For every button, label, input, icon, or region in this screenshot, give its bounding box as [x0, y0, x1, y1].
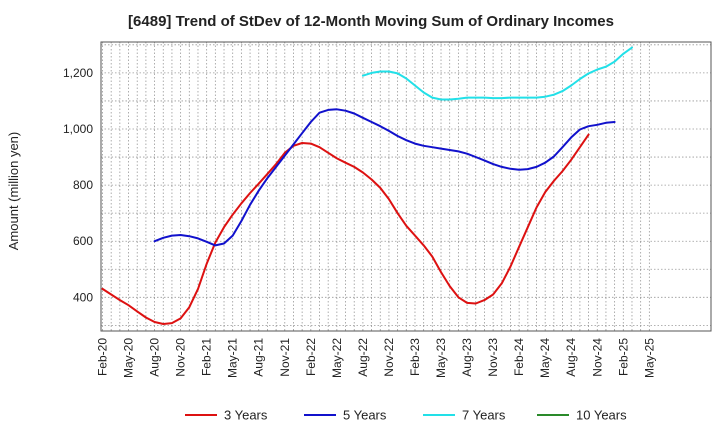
x-tick-label: Nov-21 [278, 338, 292, 377]
y-tick-label: 400 [73, 290, 93, 304]
series-lines [101, 46, 633, 325]
y-tick-label: 1,200 [63, 66, 93, 80]
x-tick-label: Aug-23 [460, 338, 474, 377]
x-tick-label: Nov-22 [382, 338, 396, 377]
y-tick-labels: 400 600 800 1,000 1,200 [63, 66, 93, 304]
x-tick-labels: Feb-20 May-20 Aug-20 Nov-20 Feb-21 May-21 Aug-… [96, 338, 657, 378]
legend-item: 3 Years [185, 408, 268, 423]
x-tick-label: Feb-23 [408, 338, 422, 376]
legend-label: 5 Years [343, 408, 387, 423]
x-tick-label: Nov-20 [174, 338, 188, 377]
x-tick-label: Feb-20 [96, 338, 110, 376]
x-tick-label: Feb-22 [304, 338, 318, 376]
x-tick-label: Aug-21 [252, 338, 266, 377]
y-axis-label: Amount (million yen) [6, 132, 21, 251]
x-tick-label: May-21 [226, 338, 240, 378]
series-line-3-years [101, 133, 590, 325]
x-tick-label: May-23 [434, 338, 448, 378]
legend-item: 7 Years [423, 408, 506, 423]
plot-border [100, 41, 712, 332]
x-tick-label: Feb-24 [512, 338, 526, 376]
x-tick-label: Aug-20 [148, 338, 162, 377]
x-tick-label: May-25 [642, 338, 656, 378]
y-tick-label: 800 [73, 178, 93, 192]
chart-title: [6489] Trend of StDev of 12-Month Moving… [128, 13, 614, 30]
legend-label: 3 Years [224, 408, 268, 423]
x-tick-label: Feb-25 [616, 338, 630, 376]
legend-label: 7 Years [462, 408, 506, 423]
legend-item: 5 Years [304, 408, 387, 423]
x-tick-label: Nov-24 [590, 338, 604, 377]
x-tick-label: Feb-21 [200, 338, 214, 376]
y-tick-label: 600 [73, 234, 93, 248]
x-tick-label: May-24 [538, 338, 552, 378]
x-tick-label: Aug-22 [356, 338, 370, 377]
x-tick-label: Aug-24 [564, 338, 578, 377]
series-line-5-years [153, 108, 616, 247]
legend: 3 Years 5 Years 7 Years 10 Years [185, 408, 627, 423]
x-tick-label: Nov-23 [486, 338, 500, 377]
x-tick-label: May-22 [330, 338, 344, 378]
legend-item: 10 Years [537, 408, 627, 423]
series-line-7-years [361, 46, 633, 101]
y-tick-label: 1,000 [63, 122, 93, 136]
legend-label: 10 Years [576, 408, 627, 423]
x-tick-label: May-20 [122, 338, 136, 378]
